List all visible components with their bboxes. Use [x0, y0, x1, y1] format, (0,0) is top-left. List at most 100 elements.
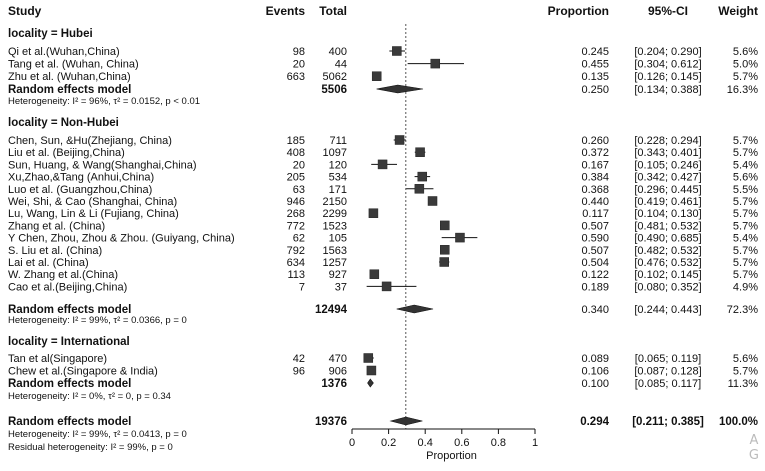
group-label: locality = Hubei	[8, 28, 93, 40]
study-ci: [0.490; 0.685]	[634, 233, 701, 245]
study-events: 20	[293, 159, 305, 171]
overall-total: 19376	[315, 416, 347, 428]
heterogeneity-text: Heterogeneity: I² = 0%, τ² = 0, p = 0.34	[8, 391, 171, 402]
study-point	[455, 232, 465, 243]
study-ci: [0.228; 0.294]	[634, 135, 701, 147]
study-total: 1097	[323, 147, 347, 159]
random-effects-total: 5506	[321, 84, 347, 96]
random-effects-label: Random effects model	[8, 378, 131, 390]
study-name: Y Chen, Zhou, Zhou & Zhou. (Guiyang, Chi…	[8, 233, 235, 245]
study-proportion: 0.504	[581, 257, 609, 269]
study-events: 113	[287, 269, 305, 281]
study-ci: [0.102; 0.145]	[634, 269, 701, 281]
study-ci: [0.104; 0.130]	[634, 208, 701, 220]
study-ci: [0.343; 0.401]	[634, 147, 701, 159]
study-weight: 5.7%	[733, 220, 758, 232]
study-name: Qi et al.(Wuhan,China)	[8, 46, 120, 58]
study-events: 98	[293, 46, 305, 58]
random-effects-weight: 72.3%	[727, 304, 758, 316]
study-weight: 5.7%	[733, 147, 758, 159]
study-proportion: 0.189	[581, 281, 609, 293]
study-name: Zhang et al. (China)	[8, 220, 105, 232]
random-effects-ci: [0.244; 0.443]	[634, 304, 701, 316]
study-point	[394, 135, 405, 145]
study-total: 37	[335, 281, 347, 293]
header-total: Total	[319, 4, 347, 18]
study-proportion: 0.135	[581, 71, 609, 83]
study-ci: [0.080; 0.352]	[634, 281, 701, 293]
header-ci: 95%-CI	[648, 4, 688, 18]
study-total: 171	[329, 184, 347, 196]
x-tick-label: 1	[532, 437, 538, 449]
study-name: Lai et al. (China)	[8, 257, 89, 269]
study-ci: [0.126; 0.145]	[634, 71, 701, 83]
residual-heterogeneity: Residual heterogeneity: I² = 99%, p = 0	[8, 442, 173, 453]
study-weight: 5.7%	[733, 269, 758, 281]
study-weight: 5.7%	[733, 208, 758, 220]
study-proportion: 0.590	[581, 233, 609, 245]
study-name: Tang et al. (Wuhan, China)	[8, 59, 139, 71]
random-effects-total: 12494	[315, 304, 348, 316]
study-events: 268	[287, 208, 305, 220]
study-proportion: 0.507	[581, 245, 609, 257]
study-proportion: 0.368	[581, 184, 609, 196]
header-weight: Weight	[718, 4, 758, 18]
study-proportion: 0.117	[582, 208, 609, 220]
study-ci: [0.476; 0.532]	[634, 257, 701, 269]
study-ci: [0.296; 0.445]	[634, 184, 701, 196]
study-weight: 5.7%	[733, 366, 758, 378]
study-weight: 5.6%	[733, 46, 758, 58]
study-name: Tan et al(Singapore)	[8, 353, 107, 365]
study-events: 63	[293, 184, 305, 196]
study-weight: 4.9%	[733, 281, 758, 293]
overall-diamond	[389, 416, 423, 426]
study-ci: [0.342; 0.427]	[634, 172, 701, 184]
study-point	[366, 365, 377, 376]
study-point	[381, 281, 392, 292]
heterogeneity-text: Heterogeneity: I² = 96%, τ² = 0.0152, p …	[8, 96, 200, 107]
random-effects-proportion: 0.340	[581, 304, 609, 316]
study-total: 2150	[323, 196, 347, 208]
overall-heterogeneity: Heterogeneity: I² = 99%, τ² = 0.0413, p …	[8, 429, 187, 440]
random-effects-diamond	[376, 84, 424, 94]
study-proportion: 0.455	[581, 59, 609, 71]
random-effects-diamond	[396, 304, 434, 314]
random-effects-proportion: 0.250	[581, 84, 609, 96]
study-ci: [0.481; 0.532]	[634, 220, 701, 232]
study-name: S. Liu et al. (China)	[8, 245, 102, 257]
study-total: 44	[335, 59, 347, 71]
study-ci: [0.204; 0.290]	[634, 46, 701, 58]
study-events: 663	[287, 71, 305, 83]
x-tick-label: 0	[349, 437, 355, 449]
study-total: 400	[329, 46, 347, 58]
study-point	[415, 147, 425, 157]
random-effects-weight: 11.3%	[728, 378, 759, 390]
group-label: locality = International	[8, 336, 130, 348]
overall-label: Random effects model	[8, 416, 131, 428]
study-name: Wei, Shi, & Cao (Shanghai, China)	[8, 196, 177, 208]
overall-ci: [0.211; 0.385]	[632, 416, 704, 428]
study-weight: 5.6%	[733, 353, 758, 365]
study-proportion: 0.167	[581, 159, 609, 171]
study-events: 634	[287, 257, 305, 269]
study-weight: 5.7%	[733, 245, 758, 257]
study-events: 772	[287, 220, 305, 232]
study-name: Chew et al.(Singapore & India)	[8, 366, 158, 378]
study-proportion: 0.245	[581, 46, 609, 58]
study-point	[414, 184, 425, 194]
study-total: 5062	[323, 71, 347, 83]
random-effects-weight: 16.3%	[727, 84, 758, 96]
study-ci: [0.419; 0.461]	[634, 196, 701, 208]
study-ci: [0.065; 0.119]	[635, 353, 701, 365]
overall-weight: 100.0%	[719, 416, 758, 428]
header-events: Events	[266, 4, 306, 18]
study-events: 185	[287, 135, 305, 147]
study-weight: 5.7%	[733, 135, 758, 147]
study-ci: [0.304; 0.612]	[634, 59, 701, 71]
study-point	[368, 208, 379, 218]
study-name: Luo et al. (Guangzhou,China)	[8, 184, 152, 196]
study-proportion: 0.384	[581, 172, 609, 184]
study-name: Chen, Sun, &Hu(Zhejiang, China)	[8, 135, 172, 147]
study-point	[377, 159, 388, 170]
random-effects-diamond	[367, 378, 374, 388]
